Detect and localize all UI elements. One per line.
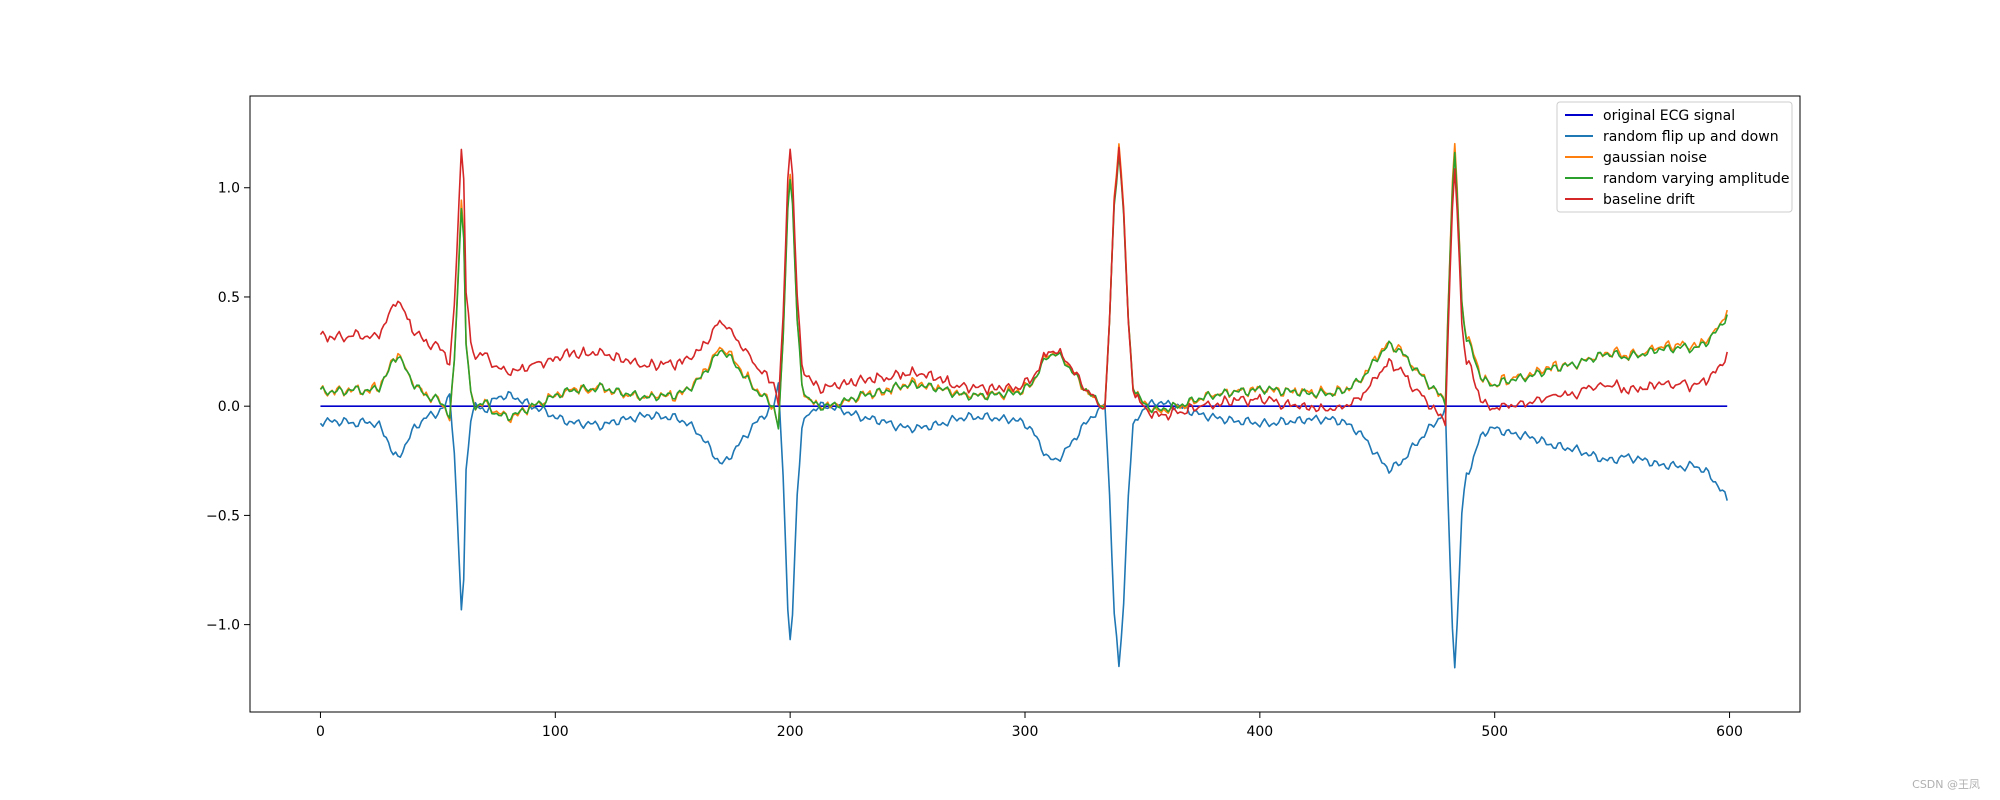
x-axis-ticks: 0 100 200 300 400 500 600 [316, 712, 1743, 740]
x-tick-label: 200 [777, 724, 804, 740]
legend-label: random varying amplitude [1603, 171, 1790, 187]
legend-label: original ECG signal [1603, 108, 1735, 124]
y-tick-label: 0.5 [218, 290, 240, 306]
y-tick-label: 1.0 [218, 181, 240, 197]
series-line-random-varying-amplitude [319, 151, 1728, 430]
x-tick-label: 400 [1246, 724, 1273, 740]
y-tick-label: 0.0 [218, 399, 240, 415]
watermark: CSDN @王凤 [1912, 778, 1980, 791]
legend-label: gaussian noise [1603, 150, 1707, 166]
x-tick-label: 0 [316, 724, 325, 740]
legend-label: baseline drift [1603, 192, 1695, 208]
legend-label: random flip up and down [1603, 129, 1779, 145]
legend: original ECG signal random flip up and do… [1556, 101, 1793, 213]
x-tick-label: 600 [1716, 724, 1743, 740]
series-line-baseline-drift [319, 146, 1728, 427]
x-tick-label: 100 [542, 724, 569, 740]
x-tick-label: 500 [1481, 724, 1508, 740]
y-tick-label: −1.0 [206, 618, 240, 634]
y-tick-label: −0.5 [206, 508, 240, 524]
plot-area: 0 100 200 300 400 500 600 −1.0 −0.5 0.0 0.5 1.0 [206, 95, 1801, 740]
series-layer [319, 142, 1728, 669]
legend-box [1556, 101, 1793, 213]
x-tick-label: 300 [1012, 724, 1039, 740]
y-axis-ticks: −1.0 −0.5 0.0 0.5 1.0 [206, 181, 250, 634]
series-line-random-flip-up-and-down [319, 382, 1728, 669]
